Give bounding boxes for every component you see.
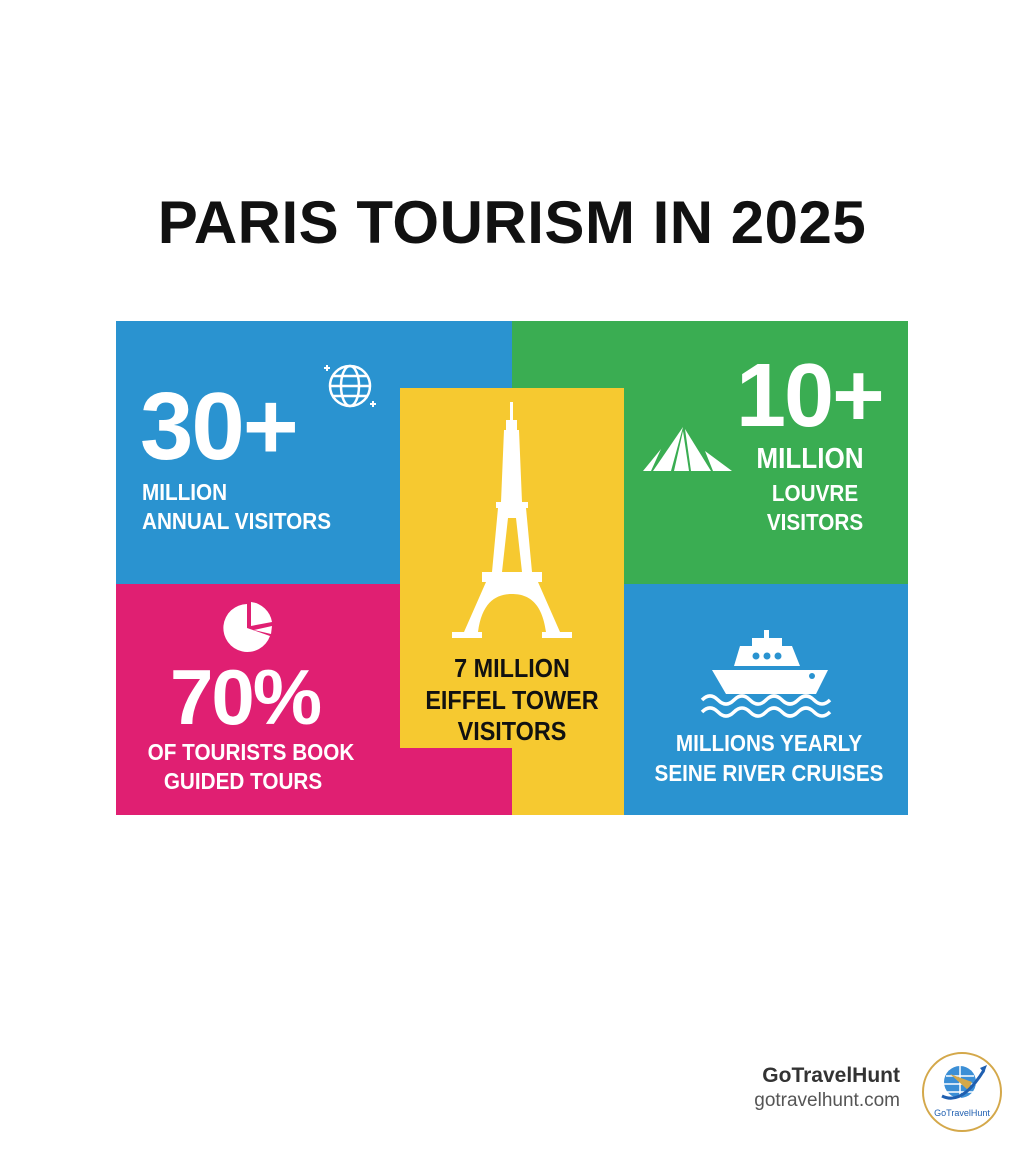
annual-line2: ANNUAL VISITORS [142, 508, 332, 534]
louvre-line1: MILLION [756, 443, 864, 475]
ship-icon [700, 630, 832, 718]
brand-logo: GoTravelHunt [922, 1052, 1002, 1132]
tile-eiffel-tail [512, 748, 624, 815]
pyramid-icon [643, 427, 732, 471]
brand-name: GoTravelHunt [762, 1064, 900, 1087]
guided-value: 70% [170, 653, 322, 741]
brand-url: gotravelhunt.com [754, 1090, 900, 1111]
louvre-line2: LOUVRE [771, 480, 859, 506]
annual-value: 30+ [140, 373, 299, 480]
guided-line2: GUIDED TOURS [163, 768, 323, 794]
globe-plane-icon [941, 1065, 987, 1100]
eiffel-line1: 7 MILLION [454, 653, 570, 683]
seine-line1: MILLIONS YEARLY [675, 730, 863, 756]
guided-line1: OF TOURISTS BOOK [147, 739, 355, 765]
page-title: PARIS TOURISM IN 2025 [157, 189, 867, 256]
eiffel-line3: VISITORS [457, 716, 567, 746]
globe-icon [324, 364, 376, 408]
louvre-value: 10+ [736, 346, 885, 446]
eiffel-tower-icon [452, 402, 572, 638]
eiffel-line2: EIFFEL TOWER [425, 685, 599, 715]
pie-chart-icon [223, 602, 272, 652]
annual-line1: MILLION [142, 479, 228, 505]
seine-line2: SEINE RIVER CRUISES [654, 760, 884, 786]
louvre-line3: VISITORS [766, 509, 864, 535]
logo-text: GoTravelHunt [934, 1108, 990, 1118]
